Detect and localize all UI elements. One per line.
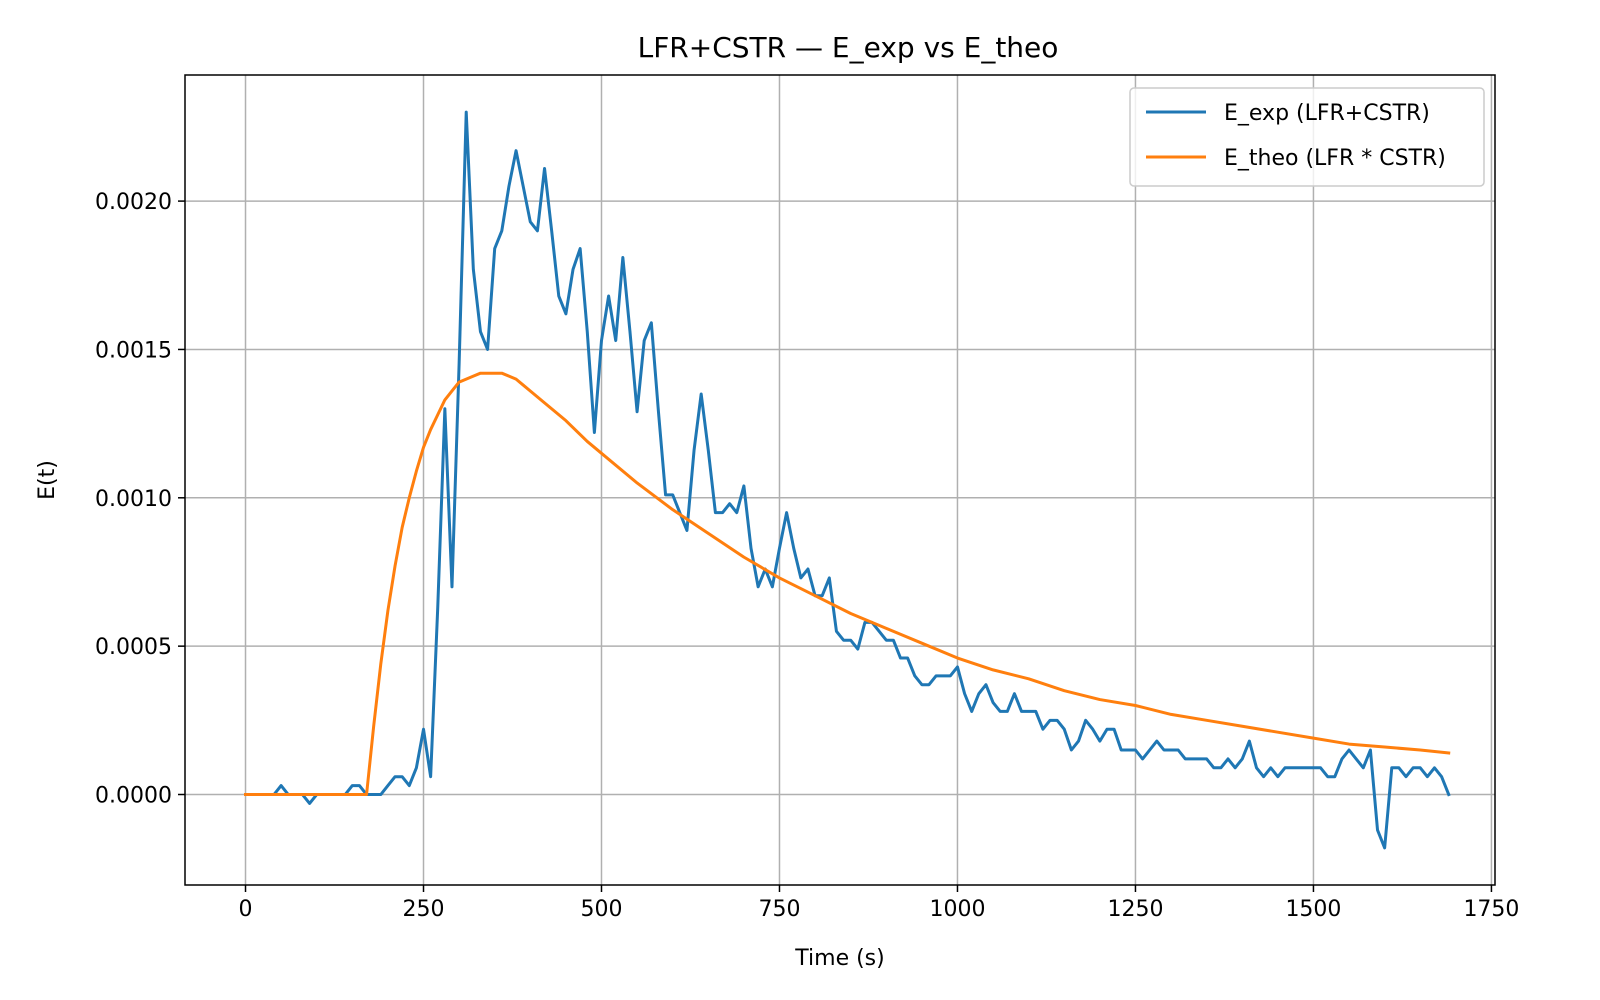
- x-tick-label: 1000: [929, 897, 985, 922]
- y-axis-label: E(t): [35, 460, 60, 500]
- series-layer: [244, 110, 1451, 850]
- y-tick-label: 0.0000: [95, 784, 172, 809]
- y-tick-label: 0.0005: [95, 635, 172, 660]
- series-line-e-exp: [244, 110, 1451, 850]
- x-tick-label: 750: [758, 897, 800, 922]
- x-tick-label: 250: [403, 897, 445, 922]
- x-axis-label: Time (s): [794, 946, 884, 971]
- x-tick-label: 1750: [1463, 897, 1519, 922]
- legend-label-e-theo: E_theo (LFR * CSTR): [1224, 146, 1446, 171]
- x-tick-label: 1500: [1285, 897, 1341, 922]
- x-axis: 0 250 500 750 1000 1250 1500 1750: [239, 885, 1519, 922]
- x-tick-label: 1250: [1107, 897, 1163, 922]
- y-tick-label: 0.0010: [95, 487, 172, 512]
- y-axis: 0.0000 0.0005 0.0010 0.0015 0.0020: [95, 190, 185, 809]
- y-tick-label: 0.0015: [95, 338, 172, 363]
- x-tick-label: 0: [239, 897, 253, 922]
- legend-label-e-exp: E_exp (LFR+CSTR): [1224, 101, 1430, 126]
- x-tick-label: 500: [580, 897, 622, 922]
- legend-box: [1129, 87, 1485, 187]
- plot-frame: [184, 74, 1496, 886]
- grid: [185, 75, 1495, 885]
- legend: E_exp (LFR+CSTR) E_theo (LFR * CSTR): [1129, 87, 1485, 187]
- chart-title: LFR+CSTR — E_exp vs E_theo: [638, 31, 1059, 64]
- y-tick-label: 0.0020: [95, 190, 172, 215]
- series-line-e-theo: [244, 371, 1451, 797]
